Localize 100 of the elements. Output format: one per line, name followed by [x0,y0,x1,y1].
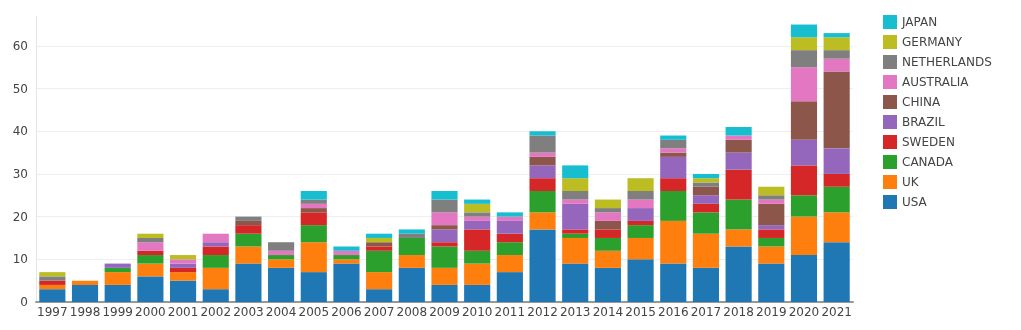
bar [268,242,295,251]
bar [823,212,850,243]
bar [431,284,458,302]
bar [496,272,523,302]
bar [692,267,720,302]
bar [202,242,229,247]
bar [268,259,295,268]
bar [758,186,785,196]
bar [464,220,491,230]
bar [235,216,262,221]
bar [235,263,262,302]
bar [562,229,589,234]
legend-label: SWEDEN [902,135,955,149]
x-tick-label: 2003 [233,305,264,319]
bar [725,169,752,200]
bar [562,191,589,200]
bar [268,250,295,256]
x-tick-label: 2001 [167,305,199,319]
bar [725,135,752,140]
bar [823,186,850,213]
bar [790,37,818,51]
bar [300,191,327,200]
bar [464,212,491,217]
bar [529,178,556,192]
legend-label: JAPAN [901,15,938,29]
y-tick-label: 40 [12,124,28,139]
bar [758,203,785,226]
bar [692,203,720,213]
bar [137,263,164,277]
bar [398,255,425,268]
bar [594,208,621,213]
bar [300,225,327,243]
bar [823,33,850,38]
bar [758,199,785,204]
y-tick-label: 30 [12,166,28,181]
bar [464,216,491,221]
bar [562,263,589,302]
bar [398,233,425,238]
bar [300,208,327,213]
bar [562,237,589,264]
bar [692,182,720,187]
bar [562,165,589,179]
bar [790,101,818,140]
bar [202,233,229,243]
x-tick-label: 1998 [69,305,101,319]
bar [268,255,295,260]
legend-label: CANADA [902,155,954,169]
x-tick-label: 2012 [527,305,558,319]
bar [758,225,785,230]
bar [529,165,556,179]
bar [692,178,720,183]
bar [725,126,752,136]
bar [300,212,327,226]
bar [137,242,164,251]
x-tick-label: 2013 [559,305,591,319]
bar [823,148,850,174]
bar [496,242,523,256]
x-tick-label: 2014 [592,305,624,319]
bar [398,267,425,302]
bar [137,250,164,256]
bar [594,250,621,268]
bar [169,267,197,273]
bar [39,289,66,302]
legend-label: CHINA [902,95,941,109]
bar [823,50,850,59]
bar [496,233,523,243]
bar [300,199,327,204]
bar [464,203,491,213]
legend-label: NETHERLANDS [902,55,992,69]
bar [333,259,360,264]
bar [627,208,654,221]
bar [104,263,131,268]
bar [725,199,752,230]
legend-label: BRAZIL [902,115,946,129]
bar [758,229,785,238]
bar [431,267,458,285]
bar [333,246,360,251]
bar [398,229,425,234]
bar [333,255,360,260]
x-tick-label: 2015 [625,305,656,319]
legend-label: AUSTRALIA [902,75,970,89]
x-tick-label: 2021 [821,305,852,319]
bar [137,237,164,243]
bar [790,24,818,38]
bar [692,186,720,196]
bar [268,267,295,302]
bar [692,212,720,234]
bar [39,280,66,285]
bar [464,229,491,251]
bar [431,225,458,230]
legend-label: GERMANY [902,35,963,49]
bar [169,272,197,281]
bar [627,178,654,192]
bar [725,246,752,302]
bar [431,191,458,200]
x-tick-label: 2005 [298,305,330,319]
bar [790,67,818,102]
legend-label: UK [902,175,920,189]
bar [39,276,66,281]
bar [202,255,229,268]
